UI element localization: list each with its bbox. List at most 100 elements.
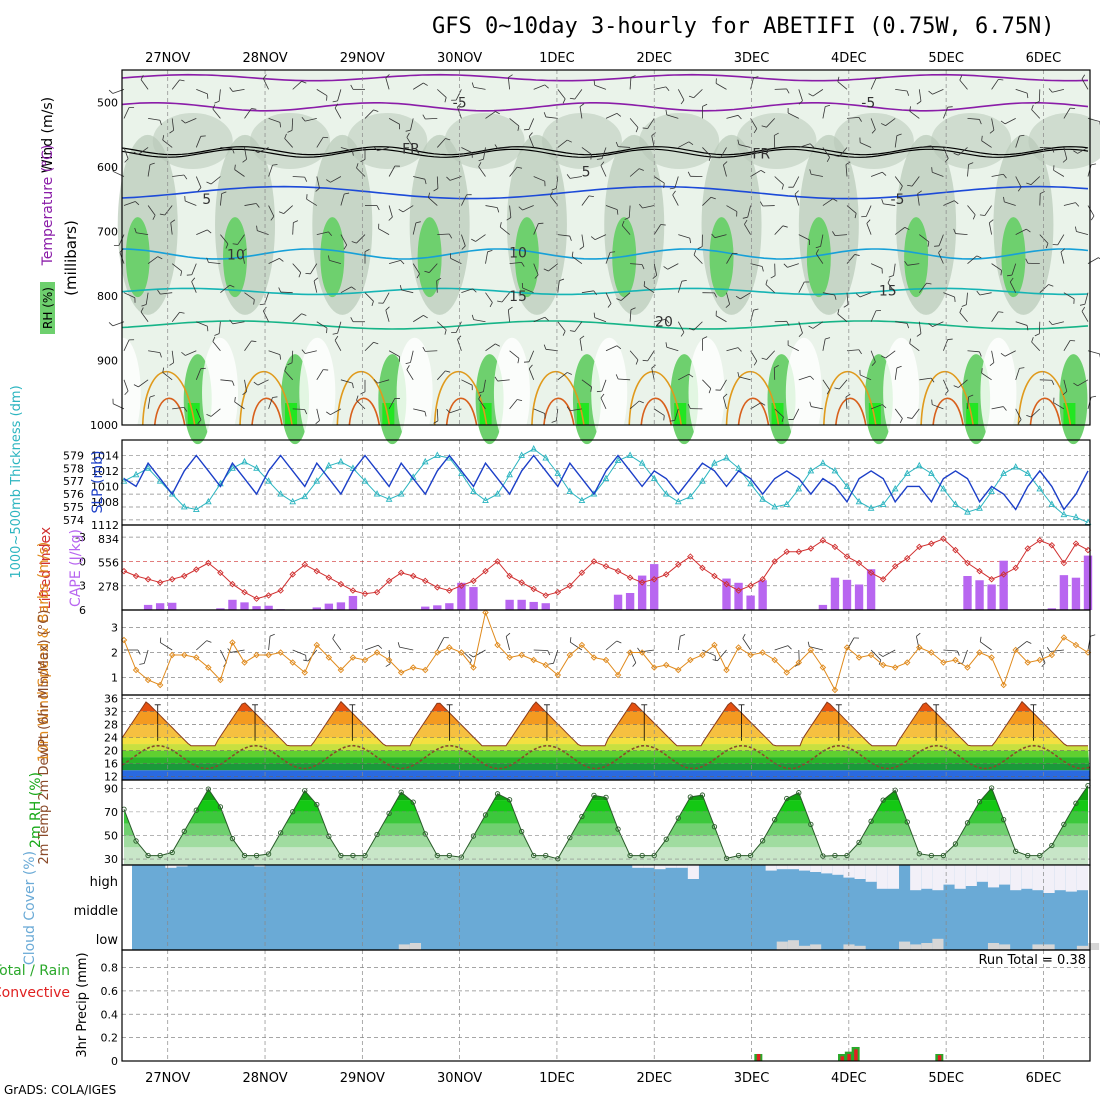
wind-barb — [605, 252, 611, 264]
wind-barb — [340, 286, 352, 294]
wind-barb — [1019, 134, 1025, 137]
wind-barb — [991, 118, 995, 131]
wind-barb — [497, 147, 510, 150]
wind-barb — [388, 165, 396, 177]
wind-barb — [528, 132, 533, 137]
wind-barb — [1077, 147, 1089, 154]
wind-barb — [1015, 135, 1020, 148]
wind-barb — [385, 77, 390, 90]
wind-barb — [976, 290, 981, 296]
wind10m-marker — [349, 654, 357, 661]
wind10m-barb — [943, 649, 958, 652]
wind-barb — [364, 249, 370, 252]
wind10m-barb — [1026, 641, 1032, 644]
wind10m-marker — [1048, 651, 1056, 659]
wind-barb — [1034, 100, 1040, 104]
wind10m-barb — [809, 646, 823, 651]
wind10m-marker — [409, 664, 417, 671]
wind-barb — [424, 411, 427, 417]
thickness-ytick: 577 — [63, 475, 84, 488]
lifted-index-marker — [289, 571, 296, 578]
wind-barb — [958, 147, 968, 156]
thickness-marker — [590, 490, 598, 497]
cape-bar — [264, 605, 273, 610]
wind-barb — [859, 142, 872, 148]
cloud-high-bar — [1054, 865, 1066, 891]
wind-barb — [212, 108, 221, 119]
wind10m-marker — [1024, 659, 1031, 666]
wind10m-barb — [548, 662, 554, 665]
wind-barb — [351, 241, 357, 244]
date-label-top-1DEC: 1DEC — [539, 51, 575, 66]
wind-barb — [292, 313, 302, 323]
wind-barb — [991, 350, 995, 363]
wind-barb — [185, 200, 197, 206]
wind-barb — [373, 109, 379, 112]
wind-barb — [581, 234, 585, 247]
lifted-index-marker — [205, 559, 212, 567]
wind-barb — [989, 129, 995, 134]
wind10m-barb — [1090, 634, 1096, 637]
wind-barb — [1026, 182, 1032, 186]
wind-barb — [871, 129, 876, 134]
rh-marker — [735, 852, 742, 859]
cloud-high-bar — [1032, 865, 1044, 891]
wind10m-marker — [795, 659, 803, 666]
wind-barb — [966, 292, 968, 305]
wind10m-barb — [980, 641, 992, 651]
thickness-marker — [180, 502, 188, 510]
wind-barb — [1015, 408, 1022, 420]
rh-marker — [591, 792, 597, 799]
wind10m-marker — [458, 649, 465, 656]
wind-barb — [483, 147, 486, 160]
wind-barb — [457, 335, 462, 340]
temp-line — [121, 700, 1088, 747]
wind-barb — [917, 193, 920, 206]
thickness-ytick: 578 — [63, 462, 84, 475]
wind-barb — [550, 195, 559, 206]
lifted-index-marker — [855, 559, 863, 567]
wind-barb — [507, 309, 510, 322]
wind-barb — [944, 158, 949, 163]
wind-barb — [753, 76, 759, 79]
wind-barb — [229, 87, 234, 92]
wind-barb — [642, 127, 648, 129]
wind-barb — [253, 149, 259, 154]
wind-barb — [885, 350, 896, 359]
wind-barb — [279, 122, 282, 128]
wind-barb — [425, 350, 438, 352]
temp-band — [122, 750, 1090, 758]
lifted-index-ylabel: Lifted Index — [38, 527, 54, 609]
thickness-marker — [241, 457, 248, 465]
wind-barb — [809, 169, 812, 175]
wind-barb — [680, 99, 685, 105]
rh-shade-dry — [493, 337, 530, 448]
isotherm-minus5-upper — [121, 73, 1089, 82]
thickness-marker — [397, 490, 405, 497]
rh-shade-dry — [591, 337, 628, 448]
wind-barb — [517, 166, 523, 169]
wind-barb — [376, 205, 380, 211]
isotherm-30-dome — [932, 397, 964, 426]
wind-barb — [1017, 419, 1022, 424]
cloud-high-bar — [654, 865, 666, 870]
wind-barb — [1063, 379, 1068, 392]
thickness-marker — [277, 490, 284, 497]
wind-barb — [781, 416, 784, 422]
lifted-index-marker — [687, 553, 694, 560]
wind-barb — [593, 80, 596, 86]
wind-barb — [579, 246, 585, 250]
wind-barb — [471, 238, 476, 242]
thickness-marker — [578, 496, 586, 503]
wind10m-barb — [774, 645, 789, 651]
cape-bar — [734, 582, 743, 610]
cape-bar — [216, 608, 225, 610]
wind-barb — [687, 403, 691, 409]
wind-barb — [918, 282, 927, 293]
rh-marker — [374, 831, 380, 838]
cloud-high-bar — [1043, 865, 1055, 893]
wind-barb — [473, 319, 486, 323]
wind10m-marker — [783, 669, 790, 676]
wind10m-marker — [494, 641, 501, 649]
wind-barb — [808, 325, 814, 329]
